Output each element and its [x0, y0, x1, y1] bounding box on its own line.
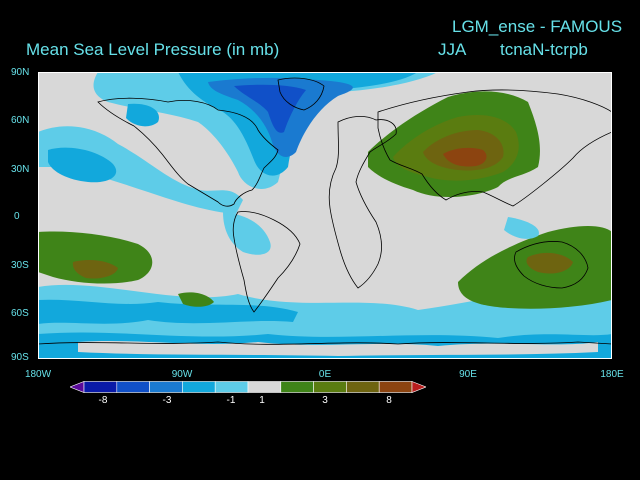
colorbar-swatch	[378, 381, 413, 393]
colorbar-swatch	[247, 381, 282, 393]
coast-europe-africa	[328, 116, 397, 289]
title-difference: tcnaN-tcrpb	[500, 40, 588, 59]
field-arctic-core	[234, 84, 306, 133]
colorbar	[70, 381, 426, 393]
lon-label-90e: 90E	[459, 369, 477, 380]
title-model: LGM_ense - FAMOUS	[452, 17, 623, 36]
field-southern-mid	[38, 299, 298, 324]
lat-label-eq: 0	[14, 211, 20, 222]
lon-label-90w: 90W	[171, 369, 193, 380]
colorbar-swatch	[214, 381, 249, 393]
field-satl-green	[178, 292, 214, 307]
colorbar-label-pos1: 1	[259, 395, 265, 406]
colorbar-label-neg8: -8	[98, 395, 108, 406]
field-spac-green	[38, 231, 153, 284]
colorbar-label-pos8: 8	[386, 395, 392, 406]
field-antarctic-grey	[78, 341, 598, 356]
coast-south-america	[232, 211, 301, 313]
lon-label-180w: 180W	[24, 369, 52, 380]
field-npac-blue	[126, 103, 159, 127]
lat-label-30n: 30N	[11, 164, 30, 175]
map-frame	[38, 72, 612, 359]
colorbar-label-pos3: 3	[322, 395, 328, 406]
lat-label-90n: 90N	[11, 67, 30, 78]
colorbar-swatch	[116, 381, 150, 393]
lat-label-60n: 60N	[11, 115, 30, 126]
lat-label-60s: 60S	[11, 308, 29, 319]
colorbar-label-neg1: -1	[226, 395, 236, 406]
title-season: JJA	[438, 40, 467, 59]
colorbar-label-neg3: -3	[162, 395, 172, 406]
coast-antarctica	[38, 341, 612, 345]
field-spac-brown	[72, 260, 118, 279]
lat-label-30s: 30S	[11, 260, 29, 271]
coast-greenland	[277, 77, 325, 111]
field-pacific-mid	[48, 147, 117, 183]
colorbar-swatch	[280, 381, 314, 393]
colorbar-swatch	[346, 381, 380, 393]
title-main: Mean Sea Level Pressure (in mb)	[26, 40, 280, 59]
coast-asia	[377, 89, 612, 207]
colorbar-arrow-high	[411, 381, 426, 393]
field-aus-light	[504, 217, 539, 239]
coastlines	[38, 77, 612, 345]
pressure-map	[38, 72, 612, 359]
lon-label-0e: 0E	[318, 369, 332, 380]
lat-label-90s: 90S	[11, 352, 29, 363]
coast-australia	[514, 241, 589, 289]
coast-north-america	[97, 97, 279, 207]
colorbar-swatch	[313, 381, 347, 393]
colorbar-swatch	[149, 381, 183, 393]
colorbar-arrow-low	[70, 381, 85, 393]
colorbar-swatch	[83, 381, 118, 393]
field-aus-brown	[526, 252, 573, 274]
lon-label-180e: 180E	[600, 369, 624, 380]
field-pacific-light	[38, 126, 243, 214]
colorbar-swatch	[182, 381, 216, 393]
field-asia-orange	[443, 147, 487, 167]
